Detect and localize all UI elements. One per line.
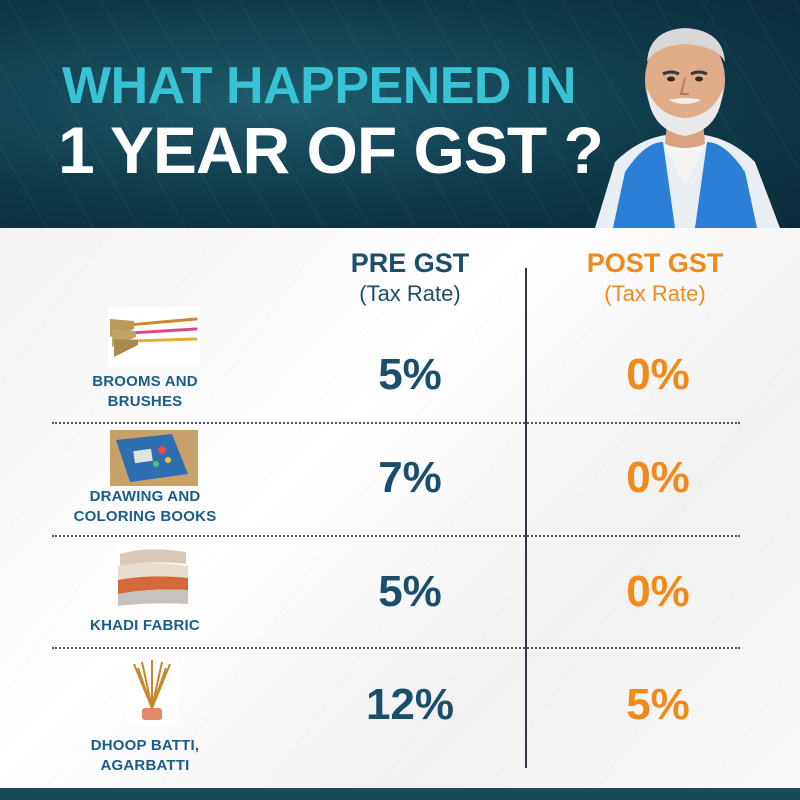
post-gst-header: POST GST (Tax Rate) [545,248,765,307]
column-divider [525,268,527,768]
row-label-line: AGARBATTI [100,757,190,774]
post-gst-subtitle: (Tax Rate) [604,281,706,306]
row-label-line: KHADI FABRIC [90,617,200,634]
row-label-line: BRUSHES [107,393,183,410]
post-gst-title: POST GST [586,248,724,278]
pre-gst-subtitle: (Tax Rate) [359,281,461,306]
row-label-line: COLORING BOOKS [73,508,217,525]
pre-rate-brooms: 5% [378,350,442,399]
incense-icon [126,658,178,724]
header-banner: WHAT HAPPENED IN 1 YEAR OF GST ? [0,0,800,228]
post-rate-books: 0% [626,453,690,502]
row-separator [52,647,740,649]
portrait-image [595,28,780,228]
row-label-line: DRAWING AND [89,488,201,505]
broom-icon [108,307,200,367]
row-separator [52,535,740,537]
pre-rate-khadi: 5% [378,567,442,616]
title-line-1: WHAT HAPPENED IN [62,57,576,115]
row-separator [52,422,740,424]
post-rate-brooms: 0% [626,350,690,399]
book-icon [110,430,198,486]
title-line-2: 1 YEAR OF GST ? [58,113,604,187]
pre-rate-incense: 12% [365,680,455,729]
post-rate-khadi: 0% [626,567,690,616]
pre-gst-header: PRE GST (Tax Rate) [300,248,520,307]
row-label-incense: DHOOP BATTI, AGARBATTI [60,736,230,776]
row-label-brooms: BROOMS AND BRUSHES [60,372,230,412]
post-rate-incense: 5% [626,680,690,729]
row-label-line: BROOMS AND [92,373,198,390]
row-label-line: DHOOP BATTI, [90,737,200,754]
row-label-khadi: KHADI FABRIC [60,616,230,636]
footer-bar [0,788,800,800]
pre-gst-title: PRE GST [350,248,470,278]
pre-rate-books: 7% [378,453,442,502]
fabric-icon [116,546,190,608]
row-label-books: DRAWING AND COLORING BOOKS [60,487,230,527]
